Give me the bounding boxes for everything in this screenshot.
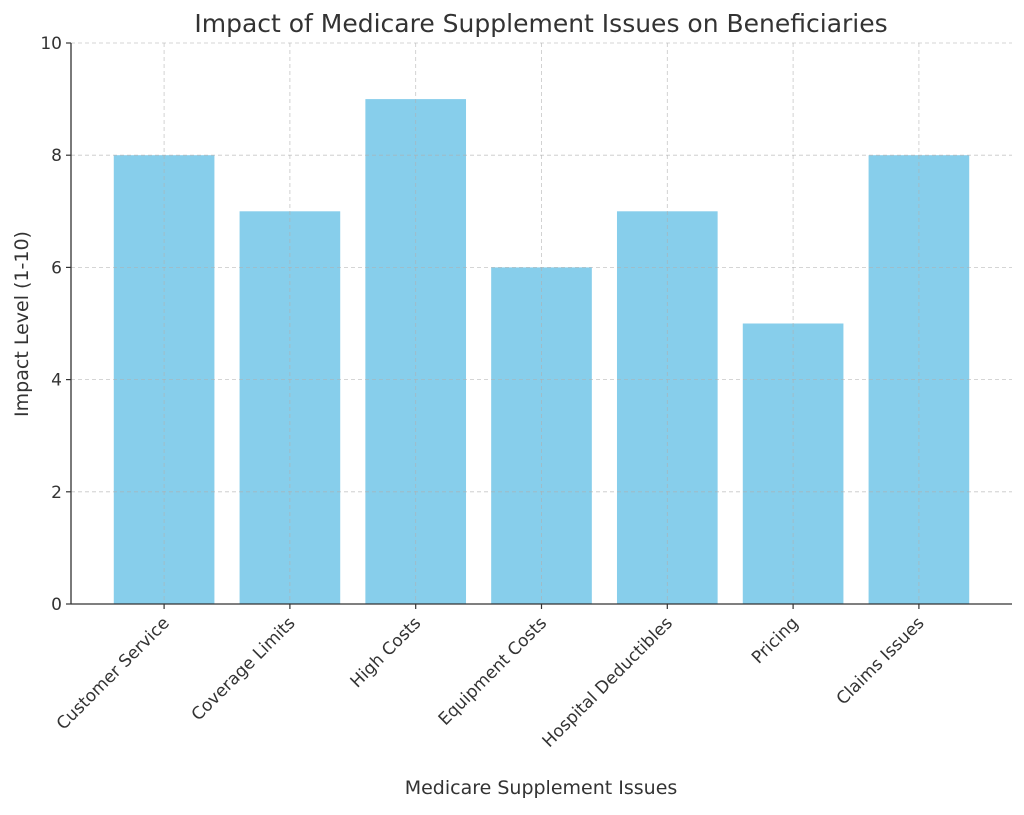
y-tick-label: 4 [51, 371, 62, 391]
x-tick-label: Coverage Limits [188, 613, 300, 725]
x-axis-label: Medicare Supplement Issues [405, 777, 678, 799]
y-tick-label: 2 [51, 483, 62, 503]
x-tick-label: Claims Issues [833, 613, 929, 709]
x-tick-label: Equipment Costs [435, 613, 551, 729]
y-tick-label: 0 [51, 595, 62, 615]
y-tick-label: 10 [40, 34, 62, 54]
y-axis-label: Impact Level (1-10) [11, 231, 33, 417]
chart-title: Impact of Medicare Supplement Issues on … [194, 9, 887, 38]
x-tick-label: Customer Service [53, 613, 174, 734]
y-tick-label: 8 [51, 146, 62, 166]
x-tick-label: Pricing [748, 613, 803, 668]
bars [71, 42, 1012, 605]
x-tick-label: Hospital Deductibles [539, 613, 677, 751]
y-tick-label: 6 [51, 258, 62, 278]
x-tick-label: High Costs [347, 613, 426, 692]
